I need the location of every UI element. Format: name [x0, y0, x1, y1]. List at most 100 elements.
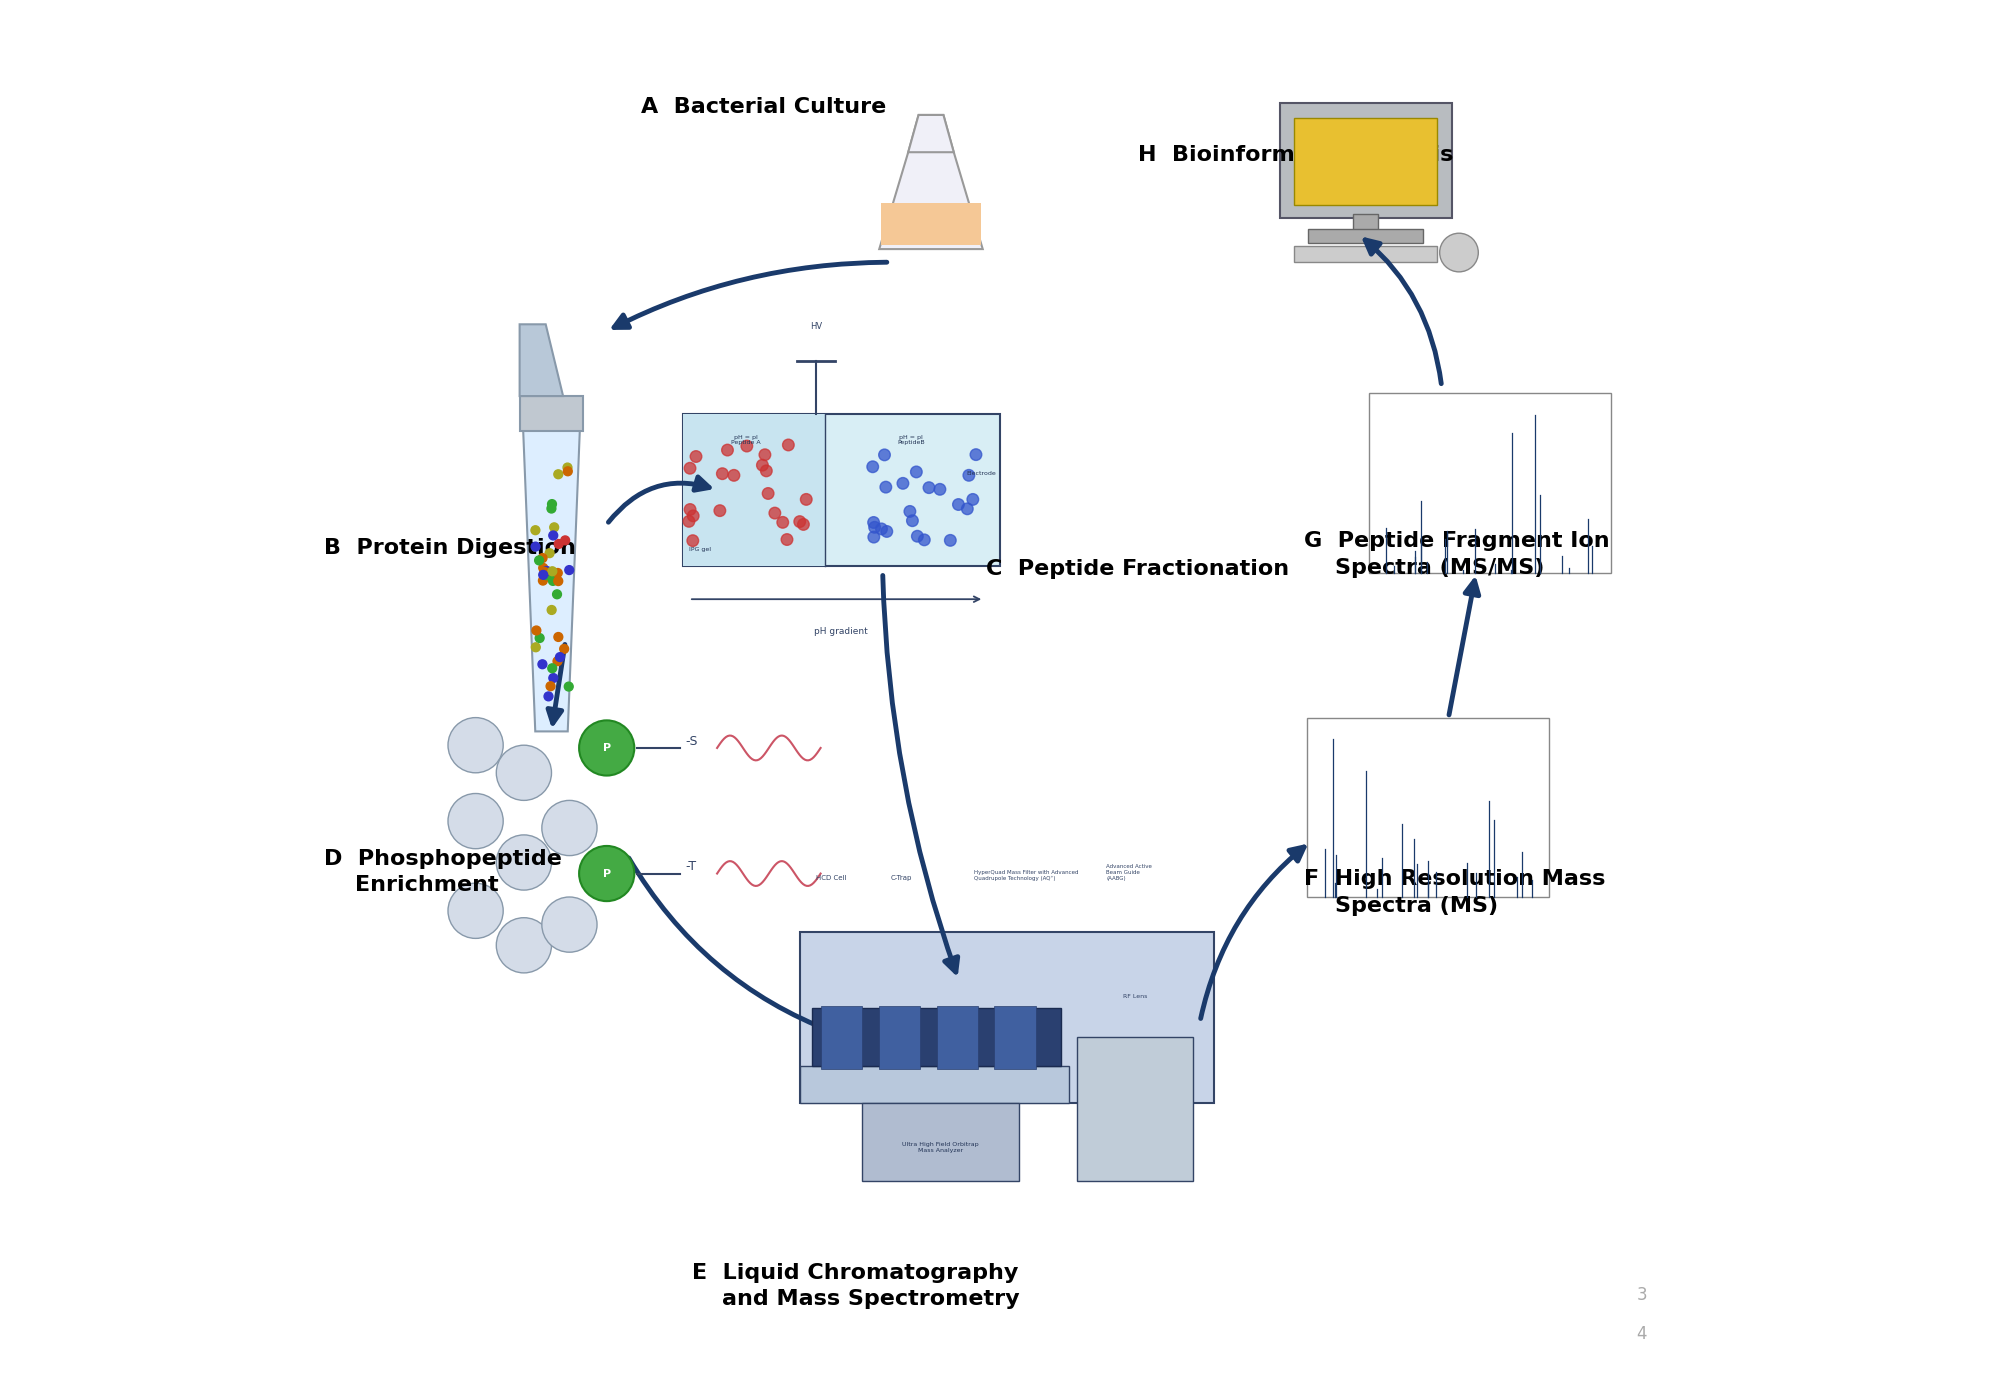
Circle shape: [782, 534, 792, 545]
Circle shape: [918, 534, 930, 545]
Circle shape: [944, 534, 956, 546]
Text: F  High Resolution Mass
    Spectra (MS): F High Resolution Mass Spectra (MS): [1304, 869, 1604, 916]
Bar: [800, 933, 1214, 1103]
Polygon shape: [522, 414, 580, 731]
Text: -T: -T: [686, 860, 696, 874]
Circle shape: [906, 515, 918, 527]
Polygon shape: [520, 324, 564, 396]
Circle shape: [530, 526, 540, 534]
Bar: [1308, 718, 1548, 897]
Circle shape: [684, 462, 696, 475]
Circle shape: [934, 483, 946, 495]
Circle shape: [760, 465, 772, 476]
Circle shape: [1440, 233, 1478, 272]
Text: pH = pI
PeptideB: pH = pI PeptideB: [898, 435, 924, 446]
Bar: [800, 1065, 1068, 1103]
Circle shape: [534, 556, 544, 564]
Bar: [862, 1103, 1020, 1181]
Polygon shape: [880, 115, 982, 250]
Circle shape: [556, 653, 564, 661]
Circle shape: [690, 451, 702, 462]
Circle shape: [540, 567, 548, 577]
Circle shape: [866, 461, 878, 472]
Text: IPG gel: IPG gel: [688, 546, 710, 552]
Circle shape: [564, 682, 574, 691]
Circle shape: [716, 468, 728, 479]
Text: Advanced Active
Beam Guide
(AABG): Advanced Active Beam Guide (AABG): [1106, 864, 1152, 880]
Circle shape: [782, 439, 794, 451]
Circle shape: [912, 530, 924, 542]
Bar: [1294, 246, 1438, 262]
Circle shape: [564, 466, 572, 476]
Circle shape: [538, 563, 548, 573]
Circle shape: [544, 691, 552, 701]
Circle shape: [554, 540, 564, 548]
Polygon shape: [908, 115, 954, 152]
Circle shape: [552, 589, 562, 599]
Circle shape: [548, 500, 556, 508]
Circle shape: [878, 448, 890, 461]
Circle shape: [448, 883, 504, 938]
Text: -S: -S: [686, 734, 698, 748]
Circle shape: [898, 477, 908, 489]
Text: D  Phosphopeptide
    Enrichment: D Phosphopeptide Enrichment: [324, 849, 562, 896]
Circle shape: [542, 897, 598, 952]
Bar: [1308, 229, 1424, 243]
Bar: [682, 414, 826, 566]
Circle shape: [554, 657, 562, 665]
Circle shape: [548, 577, 558, 585]
Bar: [1370, 393, 1610, 573]
Circle shape: [532, 542, 540, 551]
Circle shape: [496, 745, 552, 800]
Bar: [1354, 214, 1378, 230]
Circle shape: [728, 469, 740, 482]
Bar: [936, 1006, 978, 1068]
Circle shape: [970, 448, 982, 461]
Circle shape: [910, 466, 922, 477]
Circle shape: [554, 469, 562, 479]
Bar: [994, 1006, 1036, 1068]
Circle shape: [968, 494, 978, 505]
Text: HV: HV: [810, 322, 822, 330]
Text: Ultra High Field Orbitrap
Mass Analyzer: Ultra High Field Orbitrap Mass Analyzer: [902, 1141, 978, 1152]
Circle shape: [542, 566, 552, 575]
Circle shape: [536, 633, 544, 643]
Circle shape: [560, 644, 568, 653]
Circle shape: [794, 516, 806, 527]
Circle shape: [538, 660, 546, 669]
Circle shape: [538, 553, 546, 563]
Circle shape: [684, 504, 696, 515]
Circle shape: [880, 482, 892, 493]
Text: pH = pI
Peptide A: pH = pI Peptide A: [732, 435, 760, 446]
Circle shape: [554, 569, 562, 577]
Circle shape: [924, 482, 934, 494]
Bar: [812, 1009, 1060, 1065]
Text: B  Protein Digestion: B Protein Digestion: [324, 538, 576, 558]
Circle shape: [798, 519, 810, 530]
Text: Electrode: Electrode: [966, 471, 996, 476]
Circle shape: [548, 664, 556, 672]
Circle shape: [542, 571, 552, 580]
Circle shape: [742, 440, 752, 451]
Bar: [1078, 1038, 1194, 1181]
Text: E  Liquid Chromatography
    and Mass Spectrometry: E Liquid Chromatography and Mass Spectro…: [690, 1263, 1020, 1310]
Circle shape: [542, 800, 598, 856]
Circle shape: [496, 918, 552, 973]
Circle shape: [548, 531, 558, 540]
Circle shape: [868, 531, 880, 542]
Circle shape: [964, 469, 974, 482]
Circle shape: [880, 526, 892, 537]
Circle shape: [548, 504, 556, 513]
Bar: [520, 396, 584, 431]
Text: C  Peptide Fractionation: C Peptide Fractionation: [986, 559, 1290, 578]
Circle shape: [868, 522, 880, 533]
Text: 4: 4: [1636, 1325, 1646, 1343]
Text: 3: 3: [1636, 1286, 1648, 1304]
Circle shape: [554, 577, 562, 585]
Circle shape: [532, 643, 540, 651]
Circle shape: [684, 516, 694, 527]
Text: G  Peptide Fragment Ion
    Spectra (MS/MS): G Peptide Fragment Ion Spectra (MS/MS): [1304, 531, 1610, 578]
Circle shape: [448, 793, 504, 849]
Circle shape: [876, 523, 888, 534]
Circle shape: [550, 523, 558, 531]
